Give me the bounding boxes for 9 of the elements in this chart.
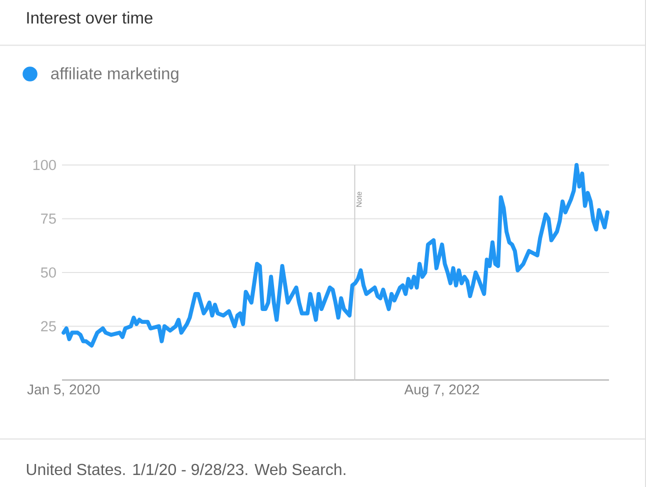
y-tick-label: 75 [41, 214, 56, 224]
x-tick-label: Jan 5, 2020 [27, 384, 100, 396]
legend-label: affiliate marketing [51, 67, 178, 83]
y-tick-label: 100 [33, 160, 56, 170]
chart-title: Interest over time [27, 12, 152, 24]
text: United States. 1/1/20 - 9/28/23. Web Search. [26, 463, 346, 476]
y-tick-label: 50 [40, 267, 56, 278]
y-tick-label: 25 [41, 321, 56, 332]
x-tick-label: Aug 7, 2022 [404, 384, 480, 398]
